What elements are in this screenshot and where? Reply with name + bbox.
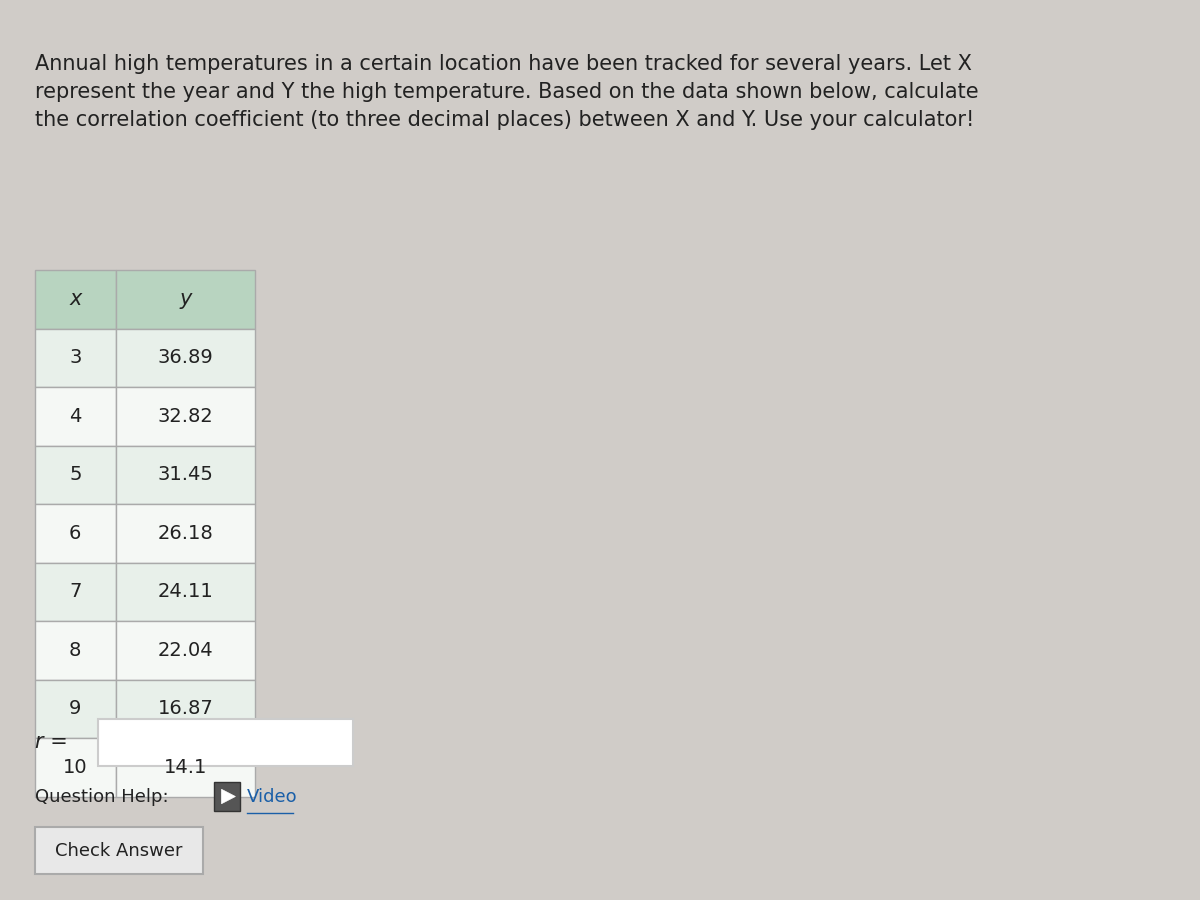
Text: 26.18: 26.18 — [157, 524, 214, 543]
Text: Question Help:: Question Help: — [35, 788, 168, 806]
Text: r =: r = — [35, 733, 67, 752]
FancyBboxPatch shape — [116, 504, 254, 562]
Text: 14.1: 14.1 — [163, 758, 208, 777]
Text: 7: 7 — [70, 582, 82, 601]
Text: 6: 6 — [70, 524, 82, 543]
Text: 16.87: 16.87 — [157, 699, 214, 718]
FancyBboxPatch shape — [35, 680, 116, 738]
Text: 9: 9 — [70, 699, 82, 718]
Text: 3: 3 — [70, 348, 82, 367]
Text: Video: Video — [247, 788, 298, 806]
FancyBboxPatch shape — [116, 387, 254, 446]
Text: Annual high temperatures in a certain location have been tracked for several yea: Annual high temperatures in a certain lo… — [35, 54, 978, 130]
FancyBboxPatch shape — [116, 328, 254, 387]
Text: 4: 4 — [70, 407, 82, 426]
Text: 24.11: 24.11 — [157, 582, 214, 601]
FancyBboxPatch shape — [215, 782, 240, 811]
Text: Check Answer: Check Answer — [55, 842, 182, 859]
FancyBboxPatch shape — [35, 504, 116, 562]
FancyBboxPatch shape — [35, 621, 116, 680]
Text: 22.04: 22.04 — [157, 641, 214, 660]
FancyBboxPatch shape — [35, 827, 203, 874]
FancyBboxPatch shape — [35, 387, 116, 446]
FancyBboxPatch shape — [35, 328, 116, 387]
FancyBboxPatch shape — [98, 719, 353, 766]
FancyBboxPatch shape — [116, 621, 254, 680]
Text: y: y — [179, 289, 192, 310]
FancyBboxPatch shape — [116, 562, 254, 621]
FancyBboxPatch shape — [35, 270, 116, 328]
FancyBboxPatch shape — [116, 680, 254, 738]
Text: 31.45: 31.45 — [157, 465, 214, 484]
FancyBboxPatch shape — [35, 446, 116, 504]
FancyBboxPatch shape — [116, 738, 254, 796]
FancyBboxPatch shape — [116, 270, 254, 328]
Text: 5: 5 — [70, 465, 82, 484]
FancyBboxPatch shape — [35, 562, 116, 621]
Text: x: x — [70, 289, 82, 310]
Text: 32.82: 32.82 — [157, 407, 214, 426]
Polygon shape — [222, 789, 235, 804]
Text: 10: 10 — [62, 758, 88, 777]
FancyBboxPatch shape — [116, 446, 254, 504]
Text: 8: 8 — [70, 641, 82, 660]
FancyBboxPatch shape — [35, 738, 116, 796]
Text: 36.89: 36.89 — [157, 348, 214, 367]
